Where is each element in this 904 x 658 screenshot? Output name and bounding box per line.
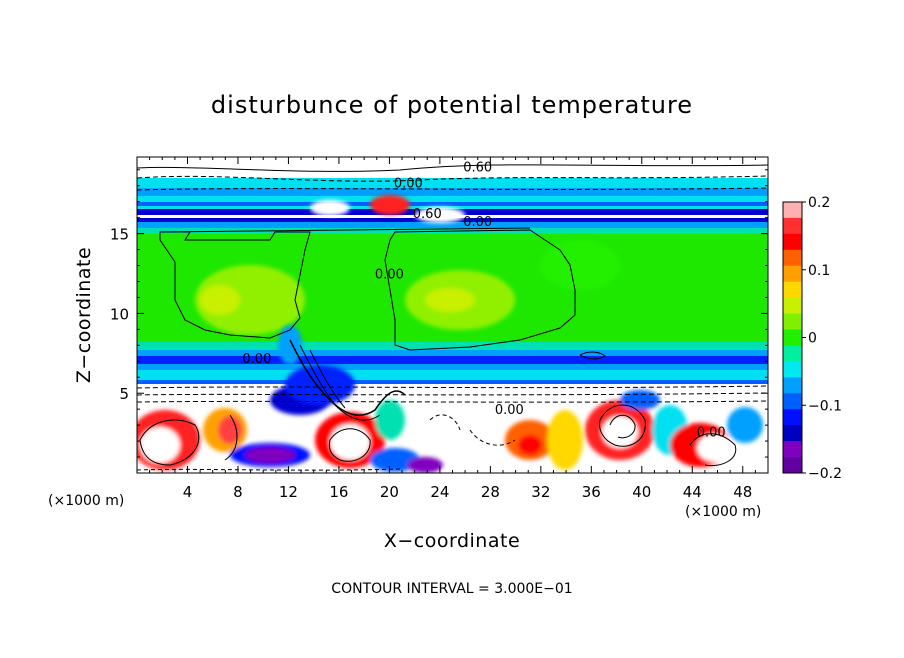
contour-label: 0.00 <box>463 215 492 230</box>
x-unit-left: (×1000 m) <box>48 493 124 509</box>
x-tick-label: 16 <box>329 483 348 501</box>
colorbar-swatch <box>783 457 802 474</box>
x-axis-label: X−coordinate <box>384 530 520 552</box>
colorbar-tick-label: −0.1 <box>808 398 842 414</box>
x-tick-label: 24 <box>430 483 449 501</box>
y-axis: 5 10 15 <box>110 169 768 458</box>
colorbar-swatch <box>783 425 802 442</box>
y-tick-label: 10 <box>110 305 129 323</box>
x-tick-label: 36 <box>582 483 601 501</box>
contour-labels: 0.60 0.00 0.60 0.00 0.00 0.00 0.00 0.00 <box>242 161 725 441</box>
contour-interval-footer: CONTOUR INTERVAL = 3.000E−01 <box>331 581 572 597</box>
x-tick-label: 48 <box>733 483 752 501</box>
contour-label: 0.60 <box>413 207 442 222</box>
x-tick-label: 20 <box>380 483 399 501</box>
contour-label: 0.00 <box>242 352 271 367</box>
chart-title: disturbunce of potential temperature <box>211 91 693 119</box>
colorbar-swatch <box>783 202 802 219</box>
x-tick-label: 40 <box>632 483 651 501</box>
colorbar-swatch <box>783 393 802 410</box>
colorbar-tick-label: −0.2 <box>808 466 842 482</box>
contour-label: 0.60 <box>463 161 492 176</box>
colorbar-swatch <box>783 217 802 235</box>
colorbar-tick-label: 0 <box>808 331 817 347</box>
colorbar-swatch <box>783 361 802 378</box>
colorbar-tick-label: 0.1 <box>808 263 830 279</box>
x-axis: 4 8 12 16 20 24 28 32 36 40 44 48 <box>149 157 756 501</box>
contour-label: 0.00 <box>394 177 423 192</box>
y-axis-label: Z−coordinate <box>73 247 95 383</box>
x-unit-right: (×1000 m) <box>685 504 761 520</box>
colorbar-swatch <box>783 345 802 362</box>
contour-label: 0.00 <box>375 268 404 283</box>
x-tick-label: 44 <box>683 483 702 501</box>
heatmap-field <box>137 157 768 473</box>
colorbar-swatch <box>783 249 802 267</box>
colorbar-swatch <box>783 329 802 346</box>
x-tick-label: 12 <box>279 483 298 501</box>
colorbar-swatch <box>783 313 802 331</box>
y-tick-label: 15 <box>110 226 129 244</box>
colorbar: 0.2 0.1 0 −0.1 −0.2 <box>782 195 842 482</box>
y-tick-label: 5 <box>119 385 129 403</box>
x-tick-label: 32 <box>531 483 550 501</box>
colorbar-tick-label: 0.2 <box>808 195 830 211</box>
contour-lines <box>137 164 768 471</box>
colorbar-swatch <box>783 281 802 299</box>
x-tick-label: 4 <box>183 483 193 501</box>
colorbar-swatch <box>783 233 802 251</box>
colorbar-swatch <box>783 297 802 315</box>
contour-label: 0.00 <box>495 403 524 418</box>
colorbar-swatch <box>783 441 802 458</box>
contour-label: 0.00 <box>697 426 726 441</box>
colorbar-swatch <box>783 377 802 394</box>
x-tick-label: 8 <box>233 483 243 501</box>
colorbar-swatch <box>783 265 802 283</box>
x-tick-label: 28 <box>481 483 500 501</box>
colorbar-swatch <box>783 409 802 426</box>
